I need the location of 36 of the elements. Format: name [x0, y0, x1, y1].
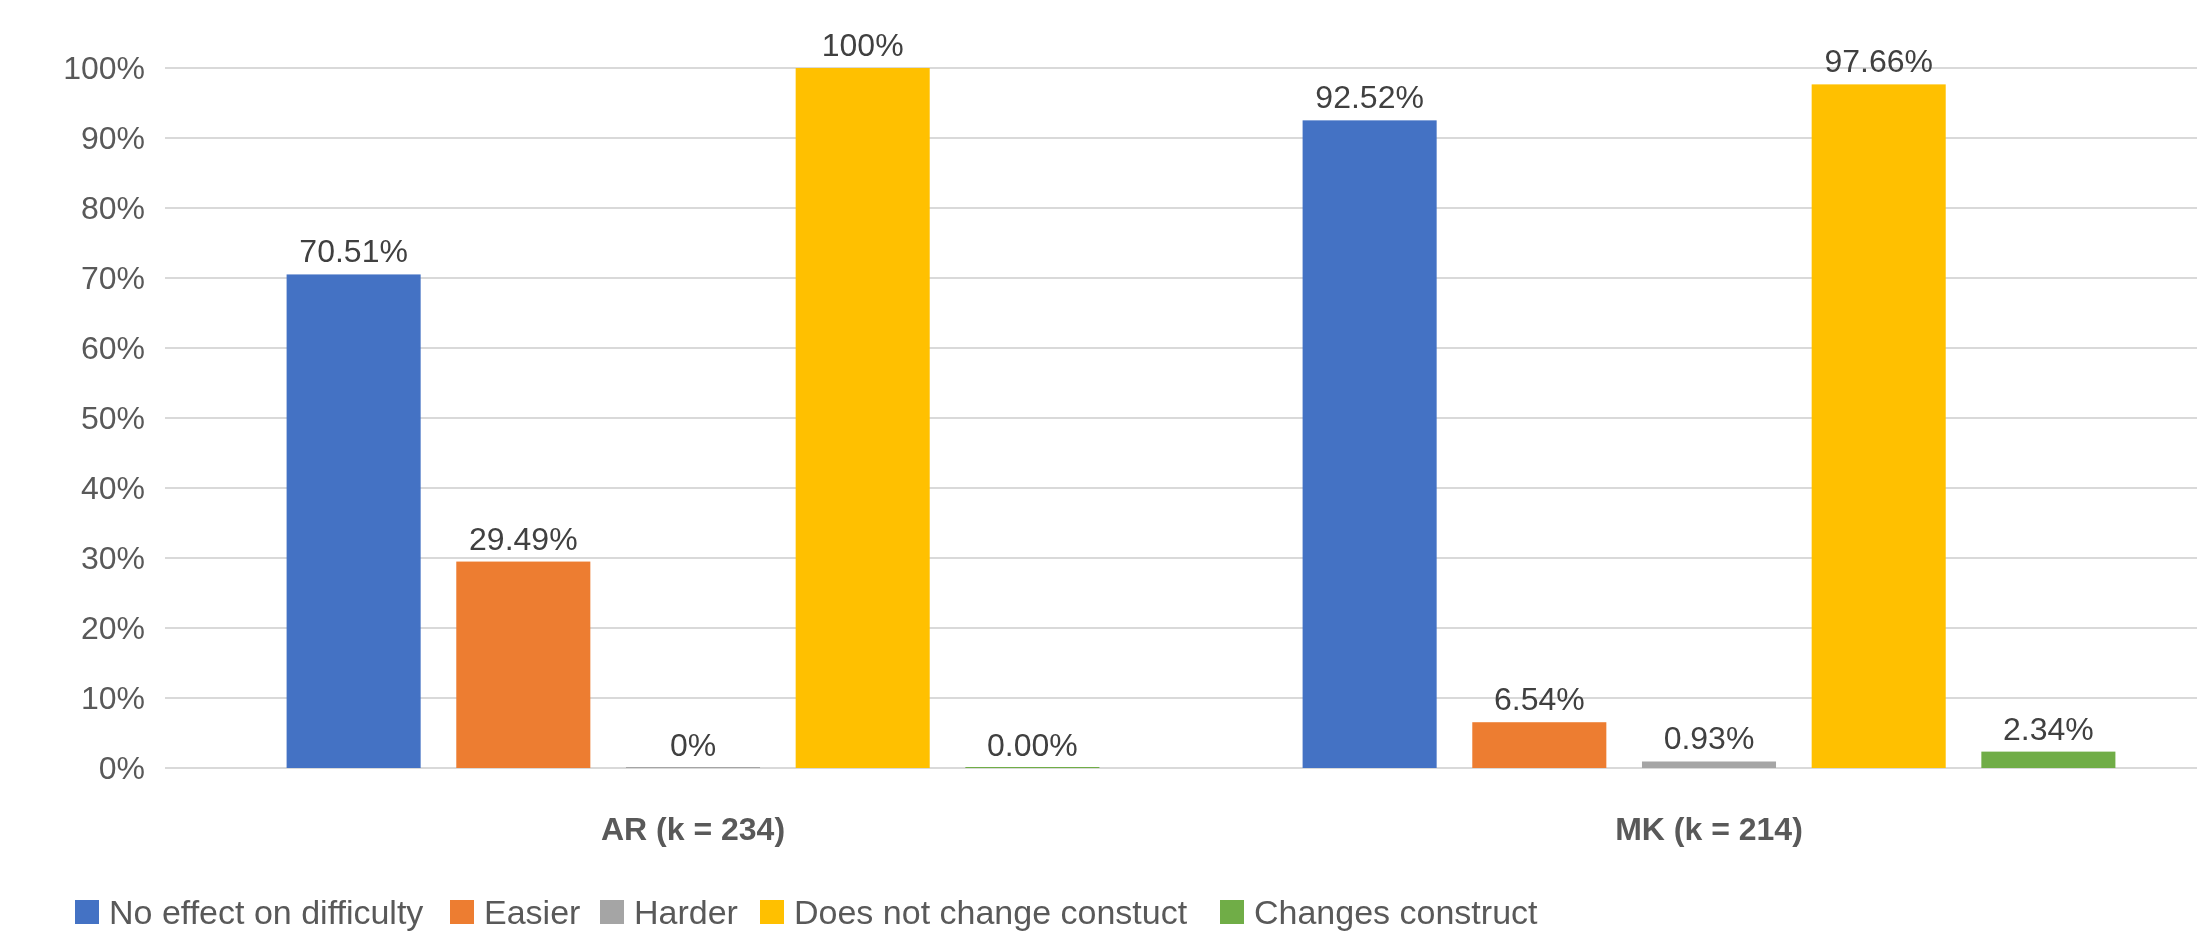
legend-label: Changes construct	[1254, 892, 1539, 931]
data-label: 100%	[821, 27, 904, 63]
bar	[1981, 751, 2116, 768]
data-label: 0.93%	[1663, 720, 1755, 757]
y-tick-label: 0%	[98, 750, 145, 787]
y-tick-label: 30%	[80, 540, 145, 577]
bar	[1472, 722, 1607, 768]
x-tick-label: AR (k = 234)	[600, 811, 786, 847]
bar	[286, 274, 421, 768]
y-tick-label: 20%	[80, 610, 145, 647]
legend-label: Harder	[634, 892, 738, 931]
y-tick-label: 50%	[80, 400, 145, 437]
y-tick-label: 90%	[80, 120, 145, 157]
x-tick-label: MK (k = 214)	[1615, 811, 1803, 847]
legend-label: Easier	[484, 892, 581, 931]
bar	[456, 561, 591, 768]
legend-label: Does not change constuct	[794, 892, 1188, 931]
data-label: 6.54%	[1493, 681, 1585, 718]
y-tick-label: 80%	[80, 190, 145, 227]
y-tick-label: 100%	[63, 50, 145, 87]
y-tick-label: 40%	[80, 470, 145, 507]
data-label: 92.52%	[1315, 79, 1424, 116]
data-label: 70.51%	[299, 233, 408, 270]
bar	[1641, 761, 1777, 768]
y-tick-label: 60%	[80, 330, 145, 367]
data-label: 2.34%	[2003, 710, 2094, 747]
bar	[1302, 120, 1437, 768]
bar	[1811, 84, 1946, 768]
data-label: 97.66%	[1824, 43, 1933, 80]
data-label: 29.49%	[469, 520, 578, 557]
y-tick-label: 70%	[80, 260, 145, 297]
legend-label: No effect on difficulty	[109, 892, 424, 931]
bar	[795, 68, 930, 768]
y-tick-label: 10%	[80, 680, 145, 717]
data-label: 0%	[669, 727, 717, 763]
data-label: 0.00%	[987, 727, 1078, 763]
